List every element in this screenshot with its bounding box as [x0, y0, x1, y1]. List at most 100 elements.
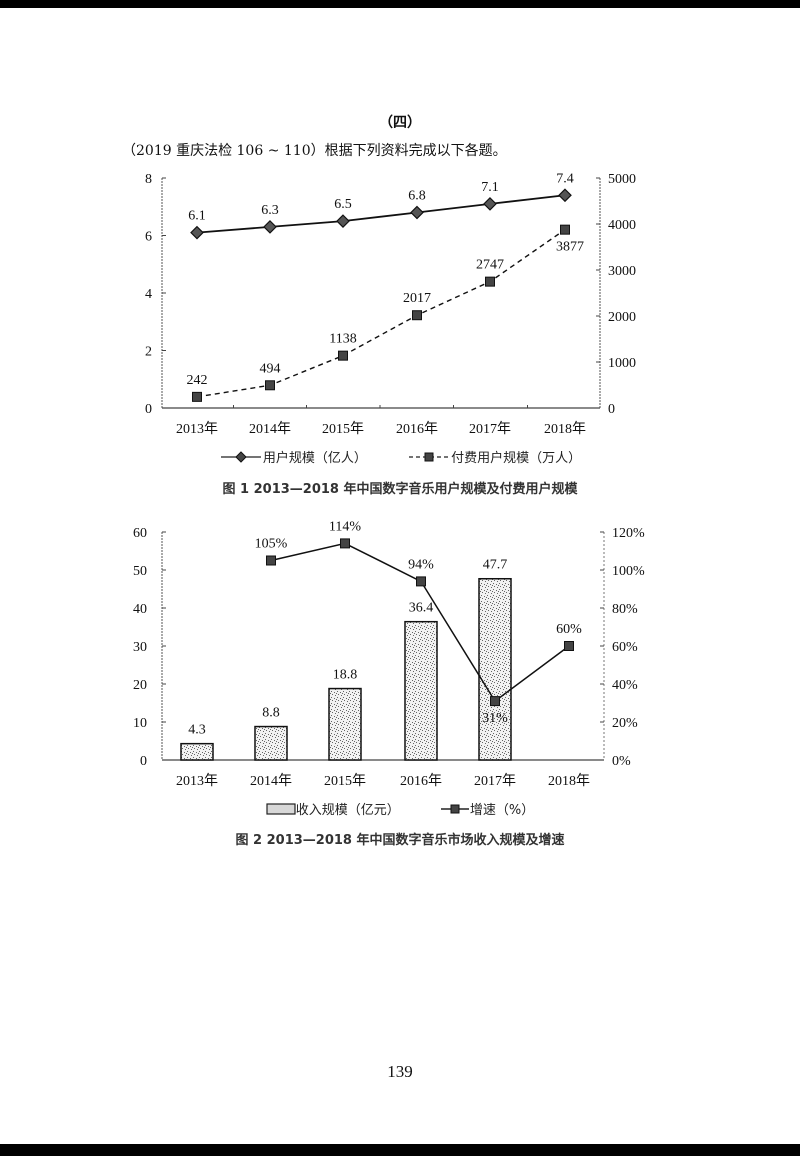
right-tick-label: 3000 — [608, 264, 636, 279]
square-marker — [266, 555, 276, 566]
data-label: 2017 — [403, 291, 431, 306]
section-title: （四） — [379, 115, 421, 131]
left-tick-label: 30 — [133, 640, 147, 655]
legend-revenue: 收入规模（亿元） — [266, 799, 400, 818]
x-tick-label: 2013年 — [176, 773, 218, 789]
diamond-marker — [483, 197, 497, 211]
right-tick-label: 0% — [612, 754, 631, 769]
data-label: 242 — [187, 373, 208, 388]
x-tick-label: 2018年 — [548, 773, 590, 789]
data-label: 7.4 — [556, 171, 574, 186]
right-tick-label: 4000 — [608, 218, 636, 233]
right-tick-label: 120% — [612, 526, 645, 541]
data-label: 6.1 — [188, 209, 206, 224]
x-tick-label: 2017年 — [474, 773, 516, 789]
left-tick-label: 0 — [140, 754, 147, 769]
x-tick-label: 2015年 — [322, 421, 364, 437]
legend-growth: 增速（%） — [440, 799, 534, 818]
left-tick-label: 4 — [145, 287, 152, 302]
figure1-caption: 图 1 2013—2018 年中国数字音乐用户规模及付费用户规模 — [222, 482, 578, 497]
square-marker — [485, 276, 495, 287]
x-tick-label: 2014年 — [249, 421, 291, 437]
growth-label: 60% — [556, 622, 582, 637]
bar-value-label: 47.7 — [483, 558, 508, 573]
dotted-bar-icon — [266, 802, 296, 815]
square-marker — [416, 576, 426, 587]
right-tick-label: 1000 — [608, 356, 636, 371]
square-marker — [192, 391, 202, 402]
left-tick-label: 40 — [133, 602, 147, 617]
left-tick-label: 10 — [133, 716, 147, 731]
growth-label: 105% — [255, 537, 288, 552]
bar-value-label: 36.4 — [409, 601, 434, 616]
square-marker — [412, 310, 422, 321]
chart-user-scale: 0 2 4 6 8 0 1000 2000 3000 4000 5000 2013年 2014年 2015… — [145, 171, 636, 437]
solid-diamond-line-icon — [220, 450, 261, 463]
revenue-bar — [254, 725, 288, 761]
x-tick-label: 2013年 — [176, 421, 218, 437]
square-marker — [265, 380, 275, 391]
bar-value-label: 8.8 — [262, 706, 280, 721]
revenue-bar — [328, 687, 362, 761]
diamond-marker — [558, 188, 572, 203]
legend-paid-users: 付费用户规模（万人） — [407, 447, 581, 466]
square-marker — [340, 538, 350, 549]
diamond-marker — [410, 205, 424, 220]
legend-label: 收入规模（亿元） — [295, 803, 400, 818]
legend-label: 增速（%） — [469, 803, 535, 818]
data-label: 2747 — [476, 258, 504, 273]
bar-value-label: 18.8 — [333, 668, 358, 683]
chart1-legend: 用户规模（亿人） 付费用户规模（万人） — [0, 447, 800, 467]
square-marker — [338, 350, 348, 361]
revenue-bar — [478, 577, 512, 761]
right-tick-label: 80% — [612, 602, 638, 617]
data-label: 494 — [260, 361, 281, 376]
legend-user-scale: 用户规模（亿人） — [219, 447, 367, 466]
data-label: 6.3 — [261, 203, 279, 218]
legend-label: 用户规模（亿人） — [262, 451, 367, 466]
x-tick-label: 2017年 — [469, 421, 511, 437]
data-label: 6.8 — [408, 189, 426, 204]
right-tick-label: 20% — [612, 716, 638, 731]
right-tick-label: 40% — [612, 678, 638, 693]
right-tick-label: 2000 — [608, 310, 636, 325]
right-tick-label: 0 — [608, 402, 615, 417]
bar-value-label: 4.3 — [188, 723, 206, 738]
diamond-marker — [336, 214, 350, 228]
diamond-marker — [190, 225, 204, 240]
data-label: 3877 — [556, 240, 584, 255]
left-tick-label: 50 — [133, 564, 147, 579]
data-label: 6.5 — [334, 197, 352, 212]
left-tick-label: 0 — [145, 402, 152, 417]
chart2-legend: 收入规模（亿元） 增速（%） — [0, 799, 800, 819]
growth-label: 31% — [482, 711, 508, 726]
square-marker — [490, 696, 500, 707]
x-tick-label: 2016年 — [400, 773, 442, 789]
dashed-square-line-icon — [409, 452, 450, 461]
question-intro: （2019 重庆法检 106 ~ 110）根据下列资料完成以下各题。 — [122, 143, 507, 159]
right-tick-label: 100% — [612, 564, 645, 579]
right-tick-label: 60% — [612, 640, 638, 655]
left-tick-label: 20 — [133, 678, 147, 693]
top-border — [0, 0, 800, 8]
page-number: 139 — [387, 1062, 413, 1081]
x-tick-label: 2014年 — [250, 773, 292, 789]
square-marker — [560, 224, 570, 235]
diamond-marker — [263, 220, 277, 234]
left-tick-label: 60 — [133, 526, 147, 541]
x-tick-label: 2016年 — [396, 421, 438, 437]
left-tick-label: 8 — [145, 172, 152, 187]
left-tick-label: 2 — [145, 345, 152, 360]
x-tick-label: 2015年 — [324, 773, 366, 789]
revenue-bar — [404, 620, 438, 761]
growth-label: 114% — [329, 519, 361, 534]
right-tick-label: 5000 — [608, 172, 636, 187]
data-label: 1138 — [329, 332, 356, 347]
x-tick-label: 2018年 — [544, 421, 586, 437]
chart-revenue: 0 10 20 30 40 50 60 0% 20% 40% 60% 80% 100% 120% 2013年… — [133, 519, 645, 789]
square-line-icon — [440, 804, 469, 813]
left-tick-label: 6 — [145, 230, 152, 245]
user-scale-line — [196, 194, 566, 234]
revenue-bar — [180, 742, 214, 761]
square-marker — [564, 641, 574, 651]
